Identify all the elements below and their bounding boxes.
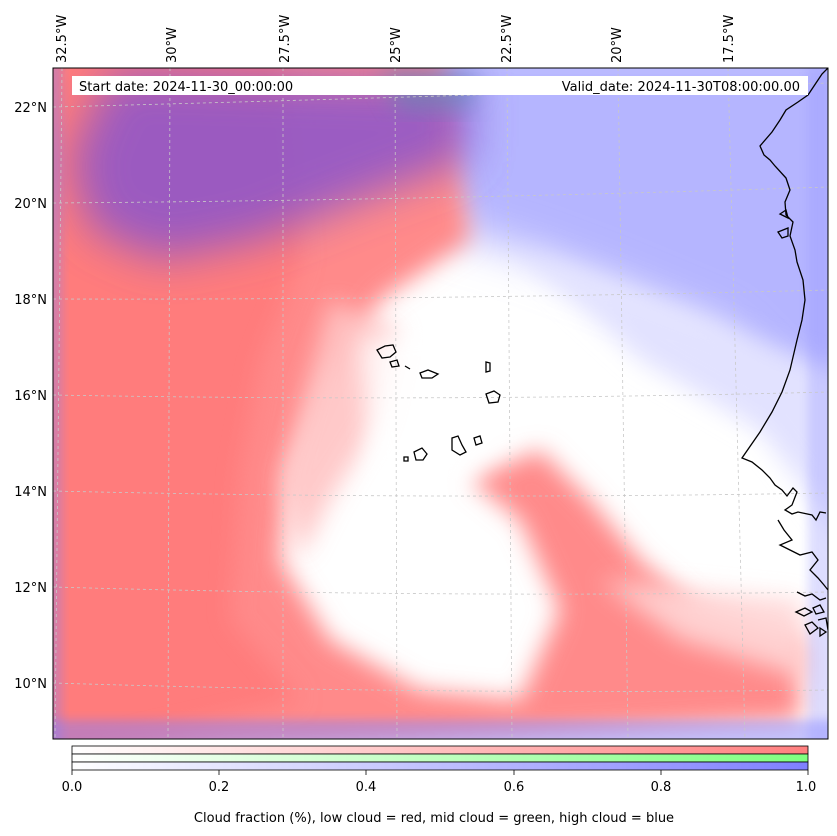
- map-frame: [52, 67, 829, 740]
- west-africa-coastline: [741, 68, 828, 522]
- lon-label: 27.5°W: [278, 15, 293, 63]
- lat-label: 10°N: [14, 677, 47, 692]
- colorbar-tick: 0.0: [62, 780, 83, 795]
- cloud-field: [53, 68, 828, 739]
- lon-label: 22.5°W: [500, 15, 515, 63]
- lat-label: 12°N: [14, 581, 47, 596]
- colorbar: 0.0 0.2 0.4 0.6 0.8 1.0 Cloud fraction (…: [62, 745, 817, 826]
- colorbar-tick: 0.4: [356, 780, 377, 795]
- lon-label: 25°W: [389, 27, 404, 63]
- colorbar-tick: 0.8: [651, 780, 672, 795]
- colorbar-blue: [71, 761, 809, 771]
- latitude-labels: 22°N 20°N 18°N 16°N 14°N 12°N 10°N: [14, 101, 47, 692]
- start-date: Start date: 2024-11-30_00:00:00: [79, 80, 293, 95]
- high-cloud-region: [407, 68, 828, 408]
- colorbar-green: [71, 753, 809, 763]
- lat-label: 22°N: [14, 101, 47, 116]
- lat-label: 18°N: [14, 293, 47, 308]
- lon-label: 17.5°W: [722, 15, 737, 63]
- colorbar-tick: 0.6: [504, 780, 525, 795]
- lon-label: 20°W: [610, 27, 625, 63]
- gridlines: [53, 68, 828, 739]
- lat-label: 20°N: [14, 197, 47, 212]
- date-box: [72, 76, 808, 95]
- colorbar-title: Cloud fraction (%), low cloud = red, mid…: [194, 811, 674, 826]
- lat-label: 14°N: [14, 485, 47, 500]
- colorbar-tick: 0.2: [209, 780, 230, 795]
- coastlines: [376, 68, 828, 638]
- cape-verde-islands: [376, 344, 397, 359]
- valid-date: Valid_date: 2024-11-30T08:00:00.00: [562, 80, 800, 95]
- lon-label: 32.5°W: [55, 15, 70, 63]
- lat-label: 16°N: [14, 389, 47, 404]
- colorbar-red: [71, 745, 809, 755]
- longitude-labels: 32.5°W 30°W 27.5°W 25°W 22.5°W 20°W 17.5…: [55, 15, 737, 63]
- lon-label: 30°W: [165, 27, 180, 63]
- colorbar-tick: 1.0: [796, 780, 817, 795]
